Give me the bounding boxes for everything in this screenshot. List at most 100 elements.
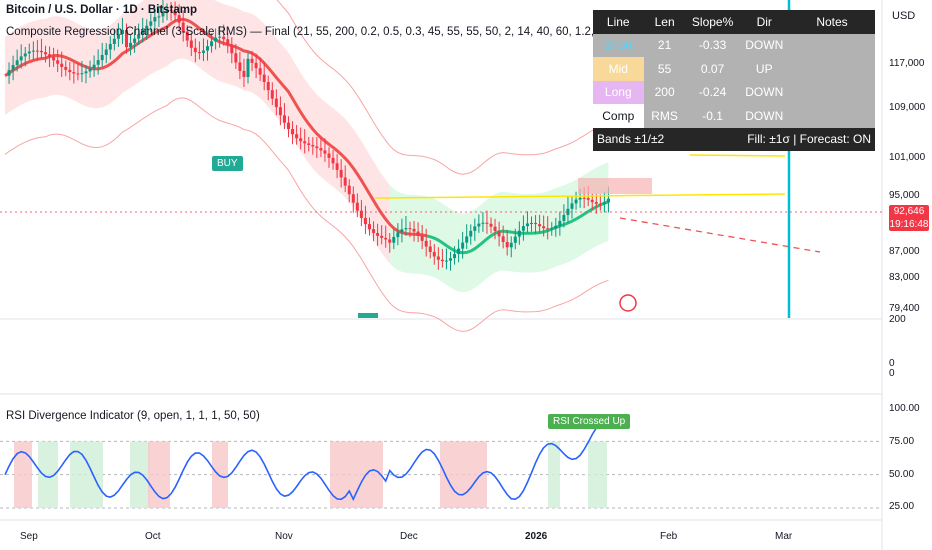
candle-body (149, 21, 153, 26)
table-row: Long 200 -0.24 DOWN (593, 80, 875, 104)
dir-value: DOWN (745, 85, 784, 100)
resistance-line (374, 193, 786, 199)
candle-body (363, 217, 367, 225)
table-header-slope: Slope% (691, 14, 734, 29)
table-row: Mid 55 0.07 UP (593, 57, 875, 81)
rsi-shade-band (212, 441, 228, 508)
candle-body (485, 222, 489, 224)
indicator-tick-label: 200 (889, 314, 906, 325)
symbol-title: Bitcoin / U.S. Dollar · 1D · Bitstamp (6, 4, 198, 16)
candle-body (347, 185, 351, 195)
line-name-mid: Mid (593, 57, 644, 81)
regression-stats-table: Line Len Slope% Dir Notes Short 21 -0.33… (593, 10, 875, 151)
candle-body (31, 50, 35, 52)
candle-body (457, 248, 461, 255)
rsi-shade-band (38, 441, 58, 508)
rsi-shade-band (130, 441, 150, 508)
candle-body (359, 210, 363, 218)
candle-body (56, 60, 60, 64)
candle-body (230, 45, 234, 54)
candle-body (133, 38, 137, 43)
candle-body (582, 197, 586, 199)
lower-band-line (4, 97, 609, 332)
table-header-line: Line (606, 14, 630, 29)
candle-body (116, 33, 120, 39)
candle-body (509, 242, 513, 248)
candle-body (120, 29, 124, 34)
line-name-comp: Comp (593, 104, 644, 128)
candle-body (161, 12, 165, 17)
candle-body (206, 46, 209, 51)
last-price-tag[interactable]: 92,646 19:16:48 (889, 205, 929, 231)
candle-body (335, 163, 339, 170)
upper-band-line (276, 0, 609, 175)
candle-body (392, 237, 396, 243)
candle-body (315, 146, 319, 149)
time-tick-label: Nov (275, 531, 293, 542)
candle-body (270, 90, 274, 99)
candle-body (246, 58, 250, 78)
candle-body (266, 82, 270, 91)
price-tick-label: 109,000 (889, 102, 926, 113)
candle-body (141, 30, 145, 35)
candle-body (424, 240, 428, 247)
candle-body (440, 259, 444, 262)
candle-body (295, 134, 299, 139)
candle-body (534, 222, 538, 225)
candle-body (181, 22, 185, 32)
candle-body (355, 202, 359, 211)
candle-body (404, 228, 408, 230)
candle-body (129, 42, 133, 48)
event-flag-icon (619, 294, 637, 312)
currency-label[interactable]: USD (892, 10, 916, 22)
price-tick-label: 101,000 (889, 152, 926, 163)
regression-line-green (425, 200, 609, 255)
candle-body (436, 256, 440, 260)
candle-body (23, 53, 27, 57)
rsi-shade-band (14, 441, 32, 508)
table-footer-row: Bands ±1/±2 Fill: ±1σ | Forecast: ON (593, 128, 875, 152)
candle-body (7, 70, 11, 76)
last-price-value: 92,646 (893, 206, 925, 217)
candle-body (48, 54, 52, 58)
price-tick-label: 117,000 (889, 58, 925, 69)
candle-body (530, 222, 533, 224)
price-tick-label: 79,400 (889, 303, 920, 314)
rsi-tick-label: 100.00 (889, 403, 920, 414)
time-tick-label: Mar (775, 531, 793, 542)
indicator-title[interactable]: Composite Regression Channel (3-Scale RM… (6, 26, 698, 38)
rsi-shade-band (330, 441, 383, 508)
candle-body (461, 242, 465, 249)
candle-body (193, 47, 197, 53)
candle-body (311, 144, 315, 147)
candle-body (594, 202, 598, 204)
rsi-shade-band (440, 441, 487, 508)
candle-body (538, 224, 542, 227)
candle-body (517, 230, 521, 237)
notes-cell (789, 34, 875, 58)
candle-body (112, 38, 116, 45)
dir-value: DOWN (745, 38, 784, 53)
candle-body (323, 150, 327, 154)
candle-body (222, 36, 226, 40)
candle-body (210, 41, 214, 47)
buy-marker: BUY (212, 156, 243, 171)
candle-body (84, 71, 88, 74)
candle-body (258, 68, 262, 75)
rsi-line (4, 427, 609, 502)
candle-body (432, 251, 436, 257)
candle-body (303, 141, 307, 144)
candle-body (513, 236, 517, 243)
time-tick-label: Sep (20, 531, 38, 542)
rsi-title[interactable]: RSI Divergence Indicator (9, open, 1, 1,… (6, 410, 260, 422)
candle-body (598, 203, 602, 205)
candle-body (287, 122, 290, 130)
candle-body (197, 52, 201, 54)
candle-body (234, 53, 238, 63)
candle-body (546, 228, 550, 230)
slope-value: -0.24 (698, 85, 727, 100)
candle-body (558, 220, 562, 226)
candle-body (477, 223, 481, 227)
price-tick-label: 95,000 (889, 190, 920, 201)
